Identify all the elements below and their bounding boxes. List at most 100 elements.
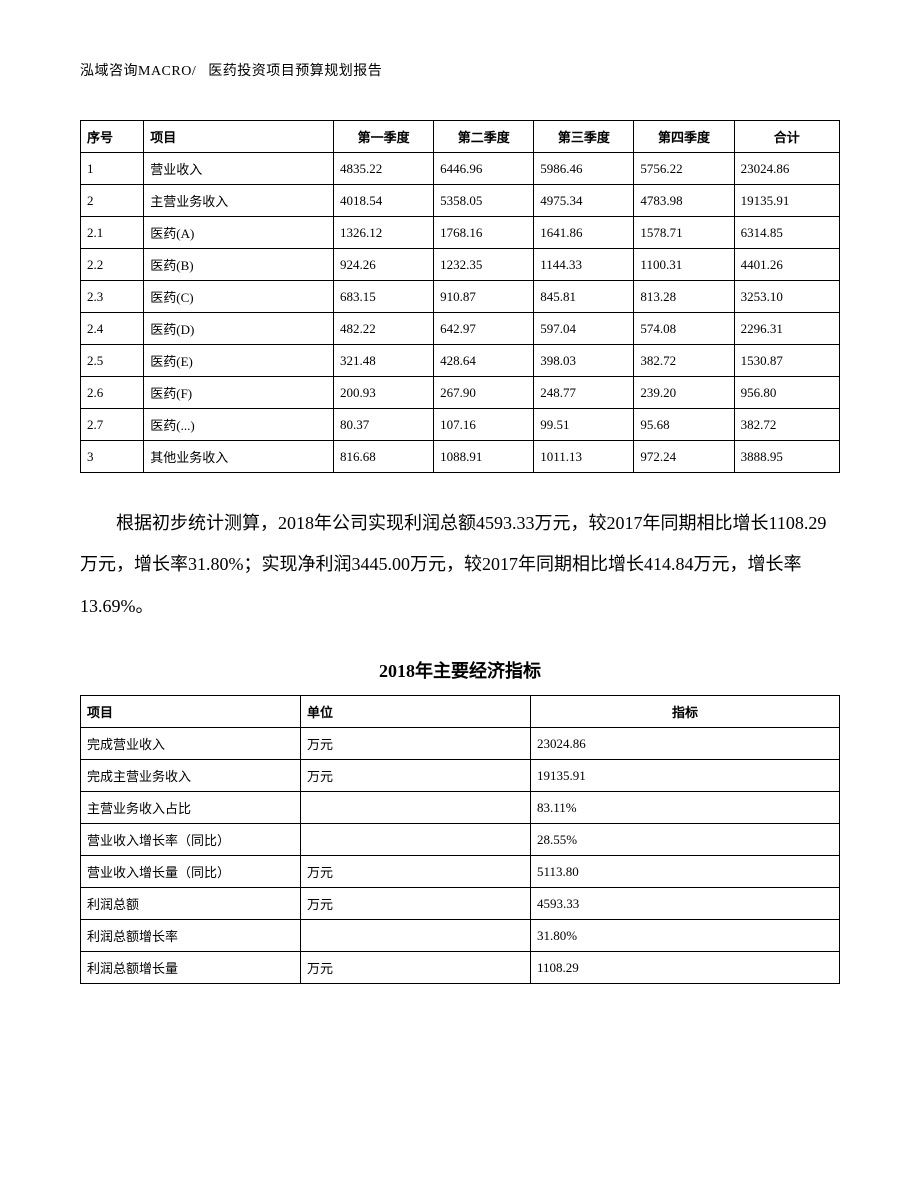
- table-row: 利润总额增长率 31.80%: [81, 920, 840, 952]
- table-cell: 1144.33: [534, 249, 634, 281]
- table-cell: 利润总额: [81, 888, 301, 920]
- table-row: 2.4医药(D)482.22642.97597.04574.082296.31: [81, 313, 840, 345]
- table-cell: 2.6: [81, 377, 144, 409]
- table-row: 2.7医药(...)80.37107.1699.5195.68382.72: [81, 409, 840, 441]
- col-q2: 第二季度: [434, 121, 534, 153]
- table-cell: 267.90: [434, 377, 534, 409]
- table-row: 营业收入增长量（同比）万元5113.80: [81, 856, 840, 888]
- table-cell: 107.16: [434, 409, 534, 441]
- table-cell: [301, 824, 531, 856]
- table-cell: 321.48: [334, 345, 434, 377]
- table-cell: 248.77: [534, 377, 634, 409]
- table-cell: 813.28: [634, 281, 734, 313]
- table-row: 2.2医药(B)924.261232.351144.331100.314401.…: [81, 249, 840, 281]
- table-row: 2.3医药(C)683.15910.87845.81813.283253.10: [81, 281, 840, 313]
- table-cell: 3253.10: [734, 281, 839, 313]
- table-cell: 574.08: [634, 313, 734, 345]
- table2-title: 2018年主要经济指标: [80, 657, 840, 683]
- summary-paragraph: 根据初步统计测算，2018年公司实现利润总额4593.33万元，较2017年同期…: [80, 503, 840, 627]
- table-cell: 845.81: [534, 281, 634, 313]
- table-cell: 万元: [301, 760, 531, 792]
- table-cell: 营业收入增长率（同比）: [81, 824, 301, 856]
- col-item: 项目: [144, 121, 334, 153]
- header-left: 泓域咨询MACRO/: [80, 64, 196, 79]
- col-total: 合计: [734, 121, 839, 153]
- table-cell: 200.93: [334, 377, 434, 409]
- table-cell: 营业收入增长量（同比）: [81, 856, 301, 888]
- table-cell: 医药(C): [144, 281, 334, 313]
- table-cell: 23024.86: [734, 153, 839, 185]
- table-cell: 398.03: [534, 345, 634, 377]
- table-cell: 6314.85: [734, 217, 839, 249]
- quarterly-revenue-table: 序号 项目 第一季度 第二季度 第三季度 第四季度 合计 1营业收入4835.2…: [80, 120, 840, 473]
- table-cell: 4401.26: [734, 249, 839, 281]
- table-header-row: 序号 项目 第一季度 第二季度 第三季度 第四季度 合计: [81, 121, 840, 153]
- table-cell: 4975.34: [534, 185, 634, 217]
- table-cell: 万元: [301, 856, 531, 888]
- table-cell: 2.5: [81, 345, 144, 377]
- table-cell: 1326.12: [334, 217, 434, 249]
- table-row: 主营业务收入占比83.11%: [81, 792, 840, 824]
- table-cell: 382.72: [734, 409, 839, 441]
- table-cell: 924.26: [334, 249, 434, 281]
- header-right: 医药投资项目预算规划报告: [208, 64, 382, 79]
- table-row: 1营业收入4835.226446.965986.465756.2223024.8…: [81, 153, 840, 185]
- table-row: 完成主营业务收入万元19135.91: [81, 760, 840, 792]
- page: 泓域咨询MACRO/ 医药投资项目预算规划报告 序号 项目 第一季度 第二季度 …: [0, 0, 920, 1191]
- table-row: 利润总额万元4593.33: [81, 888, 840, 920]
- table-cell: 1578.71: [634, 217, 734, 249]
- table-cell: 4835.22: [334, 153, 434, 185]
- table-cell: 医药(E): [144, 345, 334, 377]
- table-cell: 1768.16: [434, 217, 534, 249]
- table-row: 营业收入增长率（同比）28.55%: [81, 824, 840, 856]
- table-cell: 2.4: [81, 313, 144, 345]
- table-cell: 4018.54: [334, 185, 434, 217]
- table-cell: 2.2: [81, 249, 144, 281]
- table-cell: 其他业务收入: [144, 441, 334, 473]
- table-cell: [301, 792, 531, 824]
- table-cell: 31.80%: [531, 920, 840, 952]
- table-cell: 95.68: [634, 409, 734, 441]
- table-cell: [301, 920, 531, 952]
- table-cell: 2.7: [81, 409, 144, 441]
- table-cell: 642.97: [434, 313, 534, 345]
- table-cell: 956.80: [734, 377, 839, 409]
- table-cell: 万元: [301, 888, 531, 920]
- table-cell: 主营业务收入: [144, 185, 334, 217]
- table-cell: 利润总额增长率: [81, 920, 301, 952]
- table-cell: 382.72: [634, 345, 734, 377]
- col-seq: 序号: [81, 121, 144, 153]
- table-cell: 683.15: [334, 281, 434, 313]
- table-cell: 482.22: [334, 313, 434, 345]
- col-q3: 第三季度: [534, 121, 634, 153]
- table-cell: 2296.31: [734, 313, 839, 345]
- table-cell: 万元: [301, 952, 531, 984]
- col-q4: 第四季度: [634, 121, 734, 153]
- table-row: 2.6医药(F)200.93267.90248.77239.20956.80: [81, 377, 840, 409]
- table-cell: 1232.35: [434, 249, 534, 281]
- table-cell: 4593.33: [531, 888, 840, 920]
- table-cell: 5756.22: [634, 153, 734, 185]
- col-project: 项目: [81, 696, 301, 728]
- table2-body: 完成营业收入万元23024.86完成主营业务收入万元19135.91主营业务收入…: [81, 728, 840, 984]
- table-cell: 主营业务收入占比: [81, 792, 301, 824]
- table-cell: 4783.98: [634, 185, 734, 217]
- table-row: 2.1医药(A)1326.121768.161641.861578.716314…: [81, 217, 840, 249]
- economic-indicators-table: 项目 单位 指标 完成营业收入万元23024.86完成主营业务收入万元19135…: [80, 695, 840, 984]
- table-row: 完成营业收入万元23024.86: [81, 728, 840, 760]
- table-cell: 5986.46: [534, 153, 634, 185]
- table-cell: 3888.95: [734, 441, 839, 473]
- col-q1: 第一季度: [334, 121, 434, 153]
- table-cell: 1108.29: [531, 952, 840, 984]
- table-cell: 19135.91: [734, 185, 839, 217]
- table1-body: 1营业收入4835.226446.965986.465756.2223024.8…: [81, 153, 840, 473]
- table-cell: 医药(D): [144, 313, 334, 345]
- table-cell: 1100.31: [634, 249, 734, 281]
- table-cell: 1641.86: [534, 217, 634, 249]
- table-header-row: 项目 单位 指标: [81, 696, 840, 728]
- table-cell: 1088.91: [434, 441, 534, 473]
- table-cell: 完成主营业务收入: [81, 760, 301, 792]
- table-cell: 医药(A): [144, 217, 334, 249]
- table-cell: 816.68: [334, 441, 434, 473]
- table-cell: 80.37: [334, 409, 434, 441]
